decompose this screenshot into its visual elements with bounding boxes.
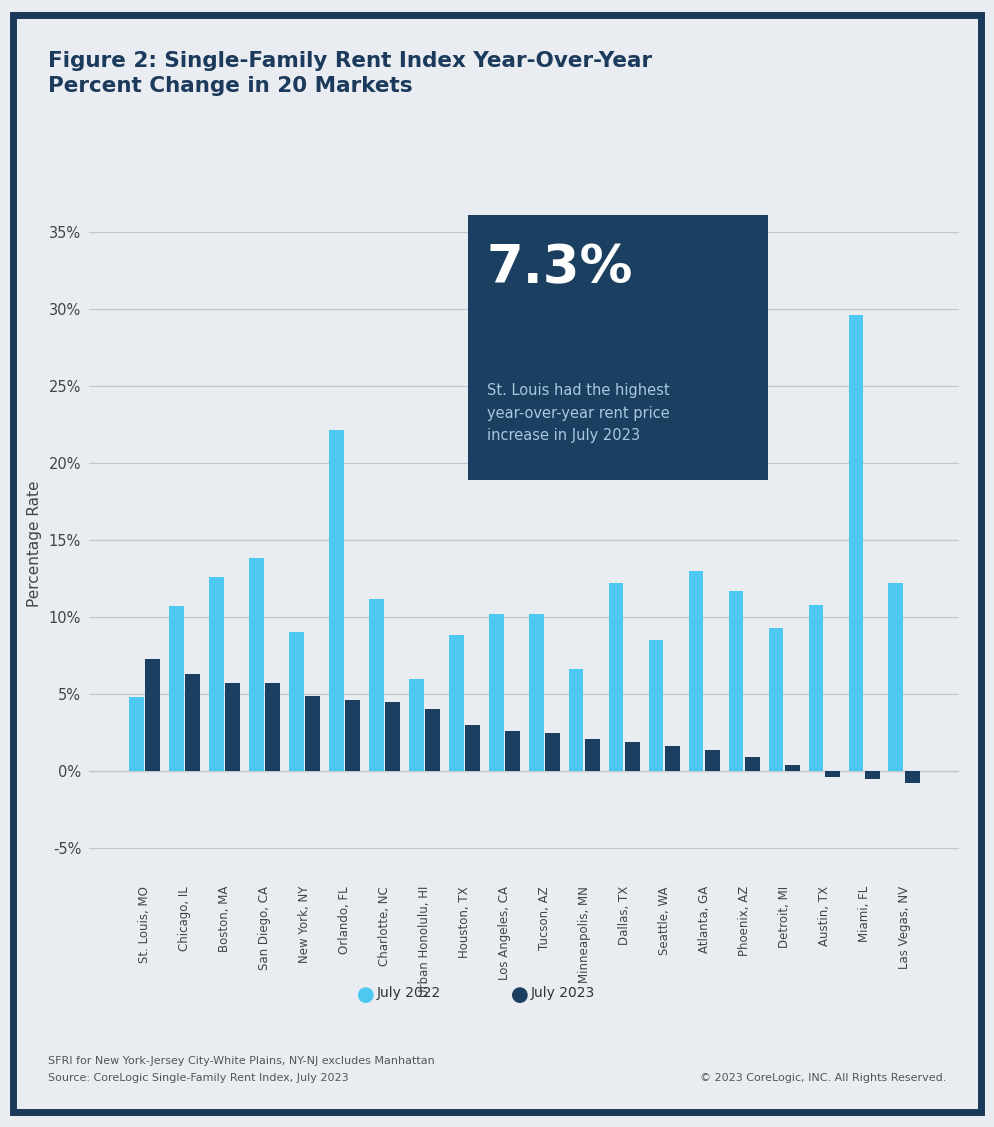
Text: SFRI for New York-Jersey City-White Plains, NY-NJ excludes Manhattan: SFRI for New York-Jersey City-White Plai…	[48, 1056, 434, 1066]
Bar	[825, 771, 840, 778]
Bar	[248, 558, 263, 771]
Text: July 2022: July 2022	[377, 986, 441, 1000]
Bar	[425, 710, 440, 771]
Bar	[145, 658, 160, 771]
Text: July 2023: July 2023	[531, 986, 595, 1000]
Bar	[785, 765, 800, 771]
Bar	[569, 669, 583, 771]
Bar	[649, 640, 663, 771]
Bar	[608, 583, 623, 771]
Bar	[705, 749, 720, 771]
Bar	[448, 636, 463, 771]
Circle shape	[359, 988, 373, 1002]
Bar	[729, 591, 744, 771]
Bar	[129, 698, 144, 771]
Bar	[386, 702, 400, 771]
Bar	[265, 683, 280, 771]
Bar	[305, 695, 320, 771]
Bar	[529, 614, 544, 771]
Bar	[745, 757, 759, 771]
Bar	[289, 632, 304, 771]
Bar	[545, 733, 560, 771]
Bar	[889, 583, 904, 771]
Bar	[185, 674, 200, 771]
Bar	[905, 771, 919, 783]
Text: Figure 2: Single-Family Rent Index Year-Over-Year
Percent Change in 20 Markets: Figure 2: Single-Family Rent Index Year-…	[48, 51, 652, 96]
FancyBboxPatch shape	[468, 215, 768, 480]
Bar	[209, 577, 224, 771]
Bar	[505, 731, 520, 771]
Text: Source: CoreLogic Single-Family Rent Index, July 2023: Source: CoreLogic Single-Family Rent Ind…	[48, 1073, 348, 1083]
Bar	[865, 771, 880, 779]
Bar	[625, 742, 640, 771]
Bar	[409, 678, 423, 771]
Text: © 2023 CoreLogic, INC. All Rights Reserved.: © 2023 CoreLogic, INC. All Rights Reserv…	[700, 1073, 946, 1083]
Bar	[849, 314, 864, 771]
Bar	[585, 739, 600, 771]
Bar	[465, 725, 480, 771]
Bar	[689, 570, 704, 771]
Bar	[768, 628, 783, 771]
Circle shape	[513, 988, 527, 1002]
Bar	[808, 605, 823, 771]
Bar	[665, 746, 680, 771]
Bar	[329, 431, 344, 771]
Bar	[369, 598, 384, 771]
Bar	[489, 614, 504, 771]
Text: St. Louis had the highest
year-over-year rent price
increase in July 2023: St. Louis had the highest year-over-year…	[487, 383, 670, 443]
Text: 7.3%: 7.3%	[487, 242, 633, 294]
Y-axis label: Percentage Rate: Percentage Rate	[27, 480, 42, 607]
Bar	[345, 700, 360, 771]
Bar	[169, 606, 184, 771]
Bar	[226, 683, 241, 771]
